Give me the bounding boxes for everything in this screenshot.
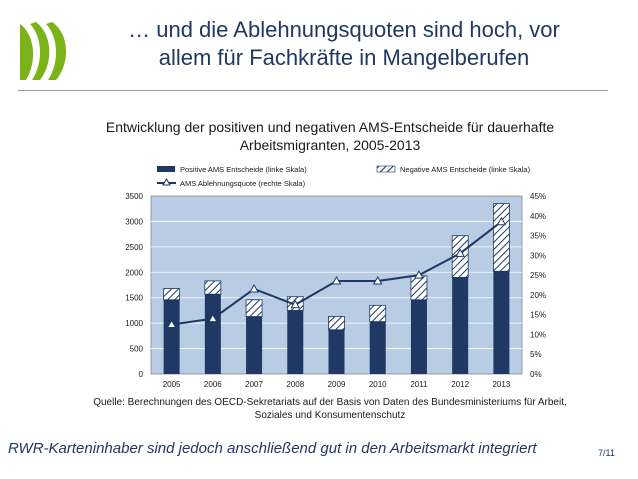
line-marker-2005 xyxy=(166,319,177,329)
bar-negative-2005 xyxy=(163,288,181,301)
legend-label-positive: Positive AMS Entscheide (linke Skala) xyxy=(180,165,307,174)
y-right-tick-label: 0% xyxy=(530,370,542,379)
legend-swatch-positive xyxy=(157,166,175,172)
x-tick-label: 2010 xyxy=(369,380,387,389)
x-tick-label: 2006 xyxy=(204,380,222,389)
chart-title: Entwicklung der positiven und negativen … xyxy=(40,118,620,154)
line-marker-2007 xyxy=(249,283,259,293)
y-left-tick-label: 500 xyxy=(130,345,144,354)
bar-positive-2012 xyxy=(452,277,469,374)
x-tick-label: 2005 xyxy=(163,380,181,389)
slide-title-line-2: allem für Fachkräfte in Mangelberufen xyxy=(158,45,530,70)
bar-positive-2013 xyxy=(493,271,510,374)
line-marker-2011 xyxy=(414,270,424,279)
legend-label-line: AMS Ablehnungsquote (rechte Skala) xyxy=(180,179,306,188)
line-marker-2013 xyxy=(496,216,507,226)
chart-title-line-2: Arbeitsmigranten, 2005-2013 xyxy=(239,137,421,153)
bar-negative-2013 xyxy=(492,203,510,272)
source-line-2: Soziales und Konsumentenschutz xyxy=(254,410,406,421)
legend-label-negative: Negative AMS Entscheide (linke Skala) xyxy=(400,165,531,174)
line-marker-2010 xyxy=(372,276,383,285)
line-marker-2008 xyxy=(290,299,301,309)
line-marker-2009 xyxy=(331,276,342,285)
line-marker-2012 xyxy=(455,248,466,257)
page-number: 7/11 xyxy=(598,448,615,458)
line-marker-2006 xyxy=(207,313,218,323)
bar-negative-2006 xyxy=(204,280,222,295)
bar-positive-2009 xyxy=(328,329,345,374)
y-left-tick-label: 2000 xyxy=(125,268,143,277)
oecd-logo xyxy=(20,22,67,80)
footer-message: RWR-Karteninhaber sind jedoch anschließe… xyxy=(8,440,537,457)
bar-positive-2007 xyxy=(246,316,263,374)
bar-negative-2011 xyxy=(410,275,428,301)
bar-negative-2009 xyxy=(328,316,345,331)
chart-title-line-1: Entwicklung der positiven und negativen … xyxy=(105,119,555,135)
y-left-tick-label: 3000 xyxy=(125,217,143,226)
bar-positive-2010 xyxy=(369,321,386,374)
y-left-tick-label: 0 xyxy=(139,370,144,379)
y-right-tick-label: 25% xyxy=(530,271,546,280)
y-right-tick-label: 40% xyxy=(530,212,546,221)
y-right-tick-label: 45% xyxy=(530,192,546,201)
y-right-tick-label: 20% xyxy=(530,291,546,300)
source-line-1: Quelle: Berechnungen des OECD-Sekretaria… xyxy=(93,397,567,408)
slide-title: … und die Ablehnungsquoten sind hoch, vo… xyxy=(84,16,604,72)
bar-negative-2007 xyxy=(245,299,263,317)
x-tick-label: 2009 xyxy=(328,380,346,389)
x-tick-label: 2013 xyxy=(492,380,510,389)
x-tick-label: 2012 xyxy=(451,380,469,389)
bar-positive-2006 xyxy=(204,294,221,374)
logo-stripe-3 xyxy=(46,22,67,80)
legend-swatch-negative xyxy=(376,165,396,173)
y-left-tick-label: 1500 xyxy=(125,294,143,303)
slide-title-line-1: … und die Ablehnungsquoten sind hoch, vo… xyxy=(128,17,560,42)
bar-positive-2008 xyxy=(287,310,304,374)
bar-negative-2010 xyxy=(369,304,387,323)
title-divider xyxy=(18,90,608,91)
y-right-tick-label: 10% xyxy=(530,330,546,339)
x-tick-label: 2008 xyxy=(286,380,304,389)
x-tick-label: 2011 xyxy=(410,380,428,389)
legend-swatch-marker xyxy=(162,178,171,186)
logo-stripe-2 xyxy=(30,22,50,80)
y-right-tick-label: 30% xyxy=(530,251,546,260)
y-left-tick-label: 2500 xyxy=(125,243,143,252)
source-note: Quelle: Berechnungen des OECD-Sekretaria… xyxy=(40,396,620,422)
bar-positive-2011 xyxy=(410,299,427,374)
y-left-tick-label: 1000 xyxy=(125,319,143,328)
y-left-tick-label: 3500 xyxy=(125,192,143,201)
x-tick-label: 2007 xyxy=(245,380,263,389)
y-right-tick-label: 35% xyxy=(530,232,546,241)
y-right-tick-label: 5% xyxy=(530,350,542,359)
logo-stripe-1 xyxy=(20,24,34,80)
y-right-tick-label: 15% xyxy=(530,311,546,320)
bar-positive-2005 xyxy=(163,299,180,374)
